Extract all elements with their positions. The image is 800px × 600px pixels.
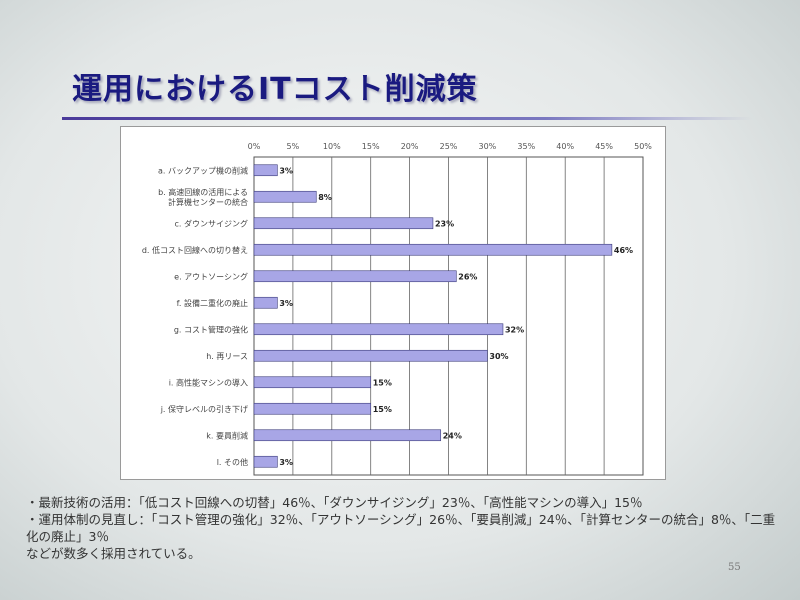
data-label: 15% [373, 378, 392, 387]
slide-title: 運用におけるITコスト削減策 [72, 72, 478, 107]
category-label: c. ダウンサイジング [175, 218, 248, 228]
bar [253, 455, 278, 468]
category-label: d. 低コスト回線への切り替え [142, 245, 248, 255]
x-tick-label: 25% [440, 142, 458, 151]
page-number: 55 [728, 562, 741, 573]
category-label: e. アウトソーシング [174, 271, 248, 281]
category-label: i. 高性能マシンの導入 [169, 377, 248, 387]
category-label: h. 再リース [206, 352, 248, 361]
category-label: 計算機センターの統合 [168, 197, 248, 207]
x-tick-label: 15% [362, 142, 380, 151]
category-label: a. バックアップ機の削減 [158, 165, 248, 175]
x-tick-label: 20% [401, 142, 419, 151]
data-label: 23% [435, 219, 454, 228]
chart-svg: 0% 5% 10% 15% 20% 25% 30% 35% 40% 45% 50% a. バックアップ… [142, 142, 652, 476]
bar [253, 270, 457, 283]
bullet-item: ・最新技術の活用：「低コスト回線への切替」46％、「ダウンサイジング」23％、「… [26, 495, 643, 510]
bar [253, 349, 488, 362]
category-label: l. その他 [217, 457, 248, 467]
x-tick-label: 30% [479, 142, 497, 151]
x-tick-label: 5% [287, 142, 300, 151]
x-tick-label: 40% [556, 142, 574, 151]
data-label: 3% [279, 458, 293, 467]
x-tick-label: 0% [248, 142, 261, 151]
bar [253, 296, 278, 309]
bullet-item: などが数多く採用されている。 [26, 546, 201, 561]
category-label: k. 要員削減 [206, 430, 248, 440]
category-label: b. 高速回線の活用による [158, 187, 248, 197]
bar-chart: 0% 5% 10% 15% 20% 25% 30% 35% 40% 45% 50% a. バックアップ… [120, 126, 666, 480]
x-tick-label: 45% [595, 142, 613, 151]
x-tick-label: 10% [323, 142, 341, 151]
data-label: 24% [443, 431, 462, 440]
category-label: j. 保守レベルの引き下げ [160, 404, 248, 414]
data-label: 15% [373, 405, 392, 414]
data-label: 3% [279, 166, 293, 175]
bar [253, 164, 278, 177]
data-label: 46% [614, 246, 633, 255]
category-label: g. コスト管理の強化 [174, 324, 248, 334]
data-label: 30% [489, 352, 508, 361]
bar [253, 243, 613, 256]
data-label: 3% [279, 299, 293, 308]
category-label: f. 設備二重化の廃止 [177, 298, 248, 308]
bar [253, 323, 504, 336]
bar [253, 429, 442, 442]
bar [253, 376, 371, 389]
bar [253, 190, 317, 203]
data-label: 26% [458, 272, 477, 281]
title-underline [62, 117, 752, 120]
x-tick-label: 35% [517, 142, 535, 151]
data-label: 8% [318, 193, 332, 202]
bullet-list: ・最新技術の活用：「低コスト回線への切替」46％、「ダウンサイジング」23％、「… [26, 494, 786, 562]
bullet-item: ・運用体制の見直し：「コスト管理の強化」32％、「アウトソーシング」26％、「要… [26, 512, 776, 544]
bar [253, 402, 371, 415]
bar [253, 217, 434, 230]
data-label: 32% [505, 325, 524, 334]
x-tick-label: 50% [634, 142, 652, 151]
